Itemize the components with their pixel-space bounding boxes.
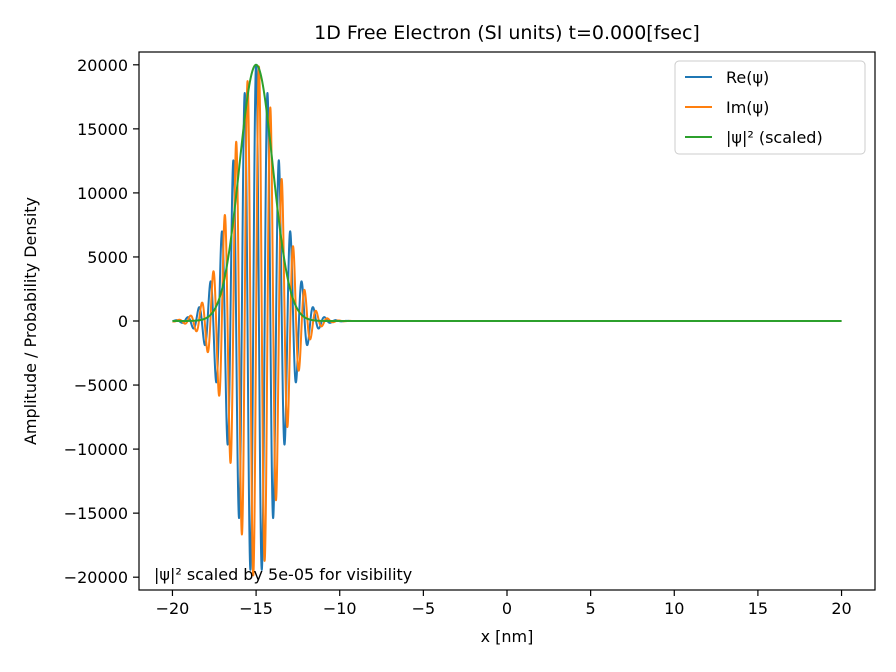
series-layer bbox=[171, 63, 843, 577]
x-tick-label: 5 bbox=[586, 599, 596, 618]
legend-label-im: Im(ψ) bbox=[726, 98, 769, 117]
x-tick-label: −10 bbox=[323, 599, 357, 618]
y-tick-label: 20000 bbox=[77, 56, 128, 75]
x-tick-label: −15 bbox=[239, 599, 273, 618]
y-tick-label: 10000 bbox=[77, 184, 128, 203]
y-axis: −20000 −15000 −10000 −5000 0 5000 10000 15000 20… bbox=[64, 56, 139, 587]
y-tick-label: 5000 bbox=[87, 248, 128, 267]
x-tick-label: 0 bbox=[502, 599, 512, 618]
x-tick-label: 15 bbox=[748, 599, 768, 618]
legend: Re(ψ) Im(ψ) |ψ|² (scaled) bbox=[674, 60, 866, 155]
y-tick-label: −15000 bbox=[64, 504, 128, 523]
y-tick-label: 0 bbox=[118, 312, 128, 331]
y-tick-label: −5000 bbox=[74, 376, 128, 395]
y-tick-label: 15000 bbox=[77, 120, 128, 139]
x-tick-label: −20 bbox=[156, 599, 190, 618]
x-tick-label: 20 bbox=[831, 599, 851, 618]
x-axis: −20 −15 −10 −5 0 5 10 15 20 bbox=[156, 590, 852, 618]
chart-title: 1D Free Electron (SI units) t=0.000[fsec… bbox=[314, 22, 700, 44]
scale-annotation: |ψ|² scaled by 5e-05 for visibility bbox=[154, 565, 412, 584]
series-line-density bbox=[171, 63, 843, 322]
y-tick-label: −10000 bbox=[64, 440, 128, 459]
x-axis-label: x [nm] bbox=[481, 627, 534, 646]
x-tick-label: −5 bbox=[412, 599, 436, 618]
y-axis-label: Amplitude / Probability Density bbox=[21, 197, 40, 445]
legend-label-re: Re(ψ) bbox=[726, 68, 769, 87]
x-tick-label: 10 bbox=[664, 599, 684, 618]
legend-box bbox=[674, 60, 866, 155]
legend-label-density: |ψ|² (scaled) bbox=[726, 128, 823, 147]
y-tick-label: −20000 bbox=[64, 568, 128, 587]
